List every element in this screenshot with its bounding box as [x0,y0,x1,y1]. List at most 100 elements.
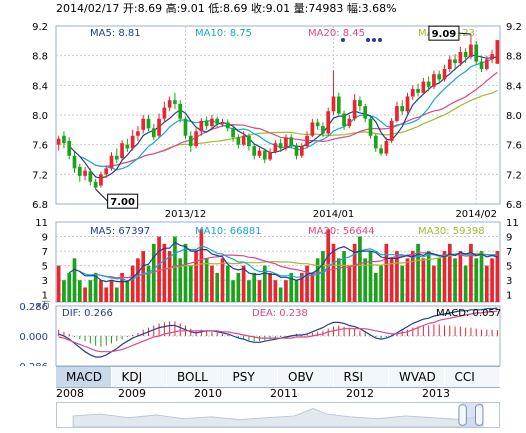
tab-obv[interactable]: OBV [278,367,334,387]
volume-bar [416,243,420,302]
indicator-tabs: MACD KDJ BOLL PSY OBV RSI WVAD CCI [56,366,500,388]
volume-bar [83,287,87,302]
candle-body [437,74,442,80]
chart-header: 2014/02/17 开:8.69 高:9.01 低:8.69 收:9.01 量… [56,1,397,15]
volume-bar [490,258,494,302]
candle-body [130,135,135,149]
candle-body [225,122,230,129]
candle-body [151,128,156,138]
volume-bar [204,258,209,302]
volume-bar [410,251,415,302]
volume-bar [358,236,362,302]
volume-bar [56,265,61,302]
volume-bars [56,229,500,302]
vol-legend-ma30: MA30: 59398 [418,226,485,237]
volume-bar [437,258,442,302]
volume-bar [278,287,283,302]
volume-bar [442,251,447,302]
candle-body [447,59,452,70]
news-marker[interactable] [372,38,376,42]
volume-bar [157,236,161,302]
year-label: 2008 [56,387,84,400]
candle-body [141,118,146,130]
candle-body [289,137,294,147]
tab-rsi[interactable]: RSI [334,367,389,387]
candle-body [453,59,457,64]
candle-body [442,69,447,80]
date-axis: 2013/12 2014/01 2014/02 [165,209,497,220]
volume-bar [236,272,241,302]
news-marker[interactable] [366,38,370,42]
volume-bar [495,251,500,302]
candle-body [120,143,124,159]
volume-bar [347,265,352,302]
volume-bar [379,265,383,302]
candle-body [384,140,389,154]
vol-ma5-line [68,241,498,283]
volume-bar [77,280,82,302]
volume-bar [151,243,156,302]
navigator-handle-left[interactable] [458,404,467,426]
navigator-handle-right[interactable] [475,404,484,426]
date-tick: 2013/12 [165,209,207,220]
macd-tick: -0.286 [16,362,48,366]
volume-tick-left: 11 [35,218,48,229]
tab-boll[interactable]: BOLL [167,367,223,387]
candle-body [252,146,257,156]
candle-body [162,107,167,119]
tab-cci[interactable]: CCI [445,367,500,387]
price-tick-right: 8.4 [506,81,522,92]
candle-body [294,146,299,156]
candle-body [490,54,494,60]
volume-bar [72,258,77,302]
timeline-navigator[interactable] [56,402,500,428]
candle-body [220,122,225,124]
candle-body [247,135,251,147]
candle-body [77,166,82,176]
volume-tick-left: 9 [42,233,48,244]
tab-psy[interactable]: PSY [223,367,278,387]
volume-bar [447,243,452,302]
volume-bar [183,243,188,302]
volume-tick-right: 7 [506,247,512,258]
volume-bar [93,272,98,302]
high-label-box [428,25,460,41]
candle-body [257,150,262,156]
candle-body [410,89,415,97]
news-marker[interactable] [341,38,345,42]
year-label: 2012 [346,387,374,400]
volume-bar [336,258,341,302]
candle-body [299,146,304,156]
candle-body [474,44,479,62]
volume-bar [310,272,315,302]
price-tick-left: 6.8 [32,200,48,211]
candle-body [278,143,283,149]
volume-moving-averages [68,241,498,283]
volume-tick-right: 11 [506,218,519,229]
news-marker[interactable] [378,38,382,42]
price-candles [56,34,500,190]
tab-kdj[interactable]: KDJ [112,367,167,387]
price-tick-right: 7.6 [506,141,522,152]
tab-macd[interactable]: MACD [56,367,112,387]
volume-bar [400,265,405,302]
news-markers[interactable] [341,38,382,42]
volume-bar [373,272,378,302]
candle-body [146,118,151,129]
volume-bar [262,265,267,302]
volume-bar [305,265,309,302]
candle-body [136,131,140,136]
tab-wvad[interactable]: WVAD [389,367,445,387]
volume-tick-right: 3 [506,276,512,287]
volume-bar [130,265,135,302]
volume-bar [173,236,177,302]
candle-body [62,135,66,144]
candle-body [432,74,436,87]
volume-bar [474,258,479,302]
volume-bar [141,251,146,302]
candle-body [241,135,246,145]
dea-line [58,310,498,353]
volume-bar [395,251,399,302]
candle-body [479,61,484,70]
candle-body [310,122,315,136]
